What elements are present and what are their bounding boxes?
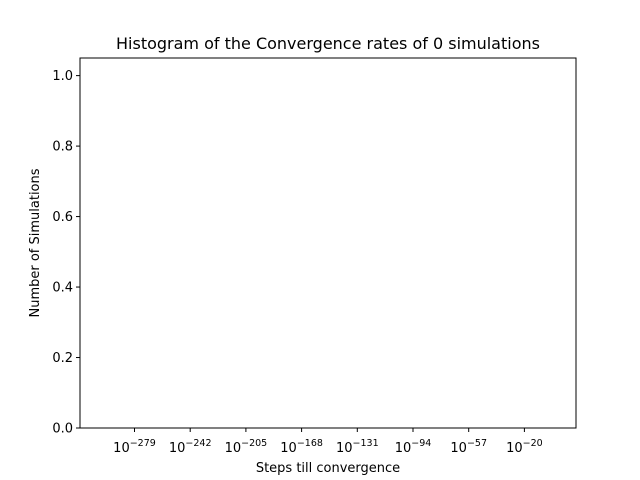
x-tick-label-base: 10 bbox=[225, 441, 242, 456]
y-tick-label: 0.4 bbox=[52, 281, 73, 296]
x-tick-label-base: 10 bbox=[450, 441, 467, 456]
x-tick-label-exponent: −168 bbox=[297, 438, 323, 449]
x-tick-label-base: 10 bbox=[336, 441, 353, 456]
x-tick-label-exponent: −94 bbox=[411, 438, 431, 449]
x-tick-label: 10−279 bbox=[113, 438, 156, 456]
x-tick-label: 10−242 bbox=[169, 438, 212, 456]
x-axis-label: Steps till convergence bbox=[256, 461, 400, 476]
x-tick-label: 10−131 bbox=[336, 438, 379, 456]
chart-title: Histogram of the Convergence rates of 0 … bbox=[116, 34, 540, 53]
x-tick-label-exponent: −20 bbox=[523, 438, 543, 449]
x-tick-label-exponent: −57 bbox=[467, 438, 487, 449]
x-tick-label-exponent: −279 bbox=[130, 438, 156, 449]
x-tick-label-base: 10 bbox=[280, 441, 297, 456]
x-tick-label-exponent: −131 bbox=[353, 438, 379, 449]
x-tick-label: 10−57 bbox=[450, 438, 487, 456]
x-tick-label-base: 10 bbox=[395, 441, 412, 456]
x-tick-label: 10−20 bbox=[506, 438, 543, 456]
y-tick-label: 1.0 bbox=[52, 69, 73, 84]
x-tick-label-exponent: −242 bbox=[185, 438, 211, 449]
y-tick-label: 0.8 bbox=[52, 140, 73, 155]
y-tick-label: 0.0 bbox=[52, 422, 73, 437]
x-tick-label-base: 10 bbox=[506, 441, 523, 456]
x-tick-label: 10−205 bbox=[225, 438, 268, 456]
x-tick-label-base: 10 bbox=[113, 441, 130, 456]
y-axis-label: Number of Simulations bbox=[28, 168, 43, 317]
x-axis: 10−279 10−242 10−205 10−168 10−131 10−94 10−57… bbox=[113, 428, 543, 456]
x-tick-label-exponent: −205 bbox=[241, 438, 267, 449]
x-tick-label: 10−168 bbox=[280, 438, 323, 456]
y-axis: 0.0 0.2 0.4 0.6 0.8 1.0 bbox=[52, 69, 80, 437]
y-tick-label: 0.6 bbox=[52, 210, 73, 225]
y-tick-label: 0.2 bbox=[52, 351, 73, 366]
plot-area bbox=[79, 57, 577, 429]
x-tick-label-base: 10 bbox=[169, 441, 186, 456]
x-tick-label: 10−94 bbox=[395, 438, 432, 456]
